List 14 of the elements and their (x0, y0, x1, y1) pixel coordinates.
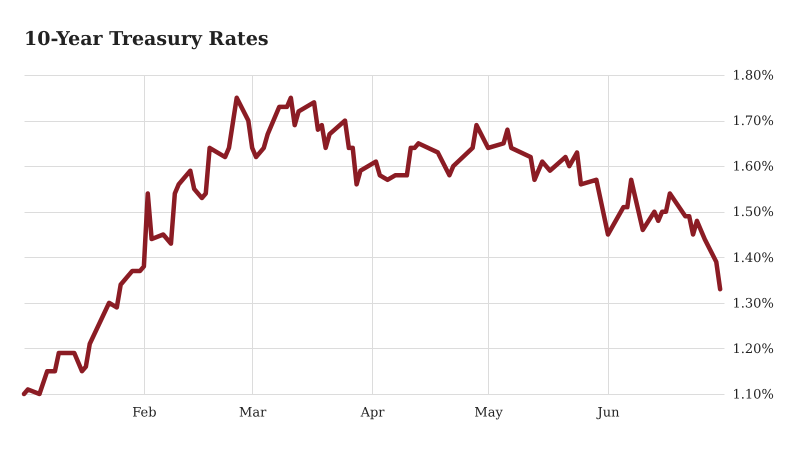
y-tick-label: 1.40% (732, 250, 774, 266)
x-tick-label: Mar (239, 406, 268, 420)
y-tick-label: 1.30% (732, 296, 774, 312)
y-tick-label: 1.80% (732, 68, 774, 84)
chart-title: 10-Year Treasury Rates (24, 28, 269, 50)
x-tick-label: Jun (595, 406, 620, 420)
y-tick-label: 1.60% (732, 160, 774, 175)
y-tick-label: 1.70% (732, 114, 774, 130)
x-tick-label: May (474, 406, 504, 420)
x-tick-label: Feb (132, 406, 157, 420)
x-tick-label: Apr (360, 406, 386, 420)
y-tick-label: 1.50% (732, 205, 774, 220)
y-tick-label: 1.20% (732, 342, 774, 357)
y-tick-label: 1.10% (732, 388, 774, 402)
